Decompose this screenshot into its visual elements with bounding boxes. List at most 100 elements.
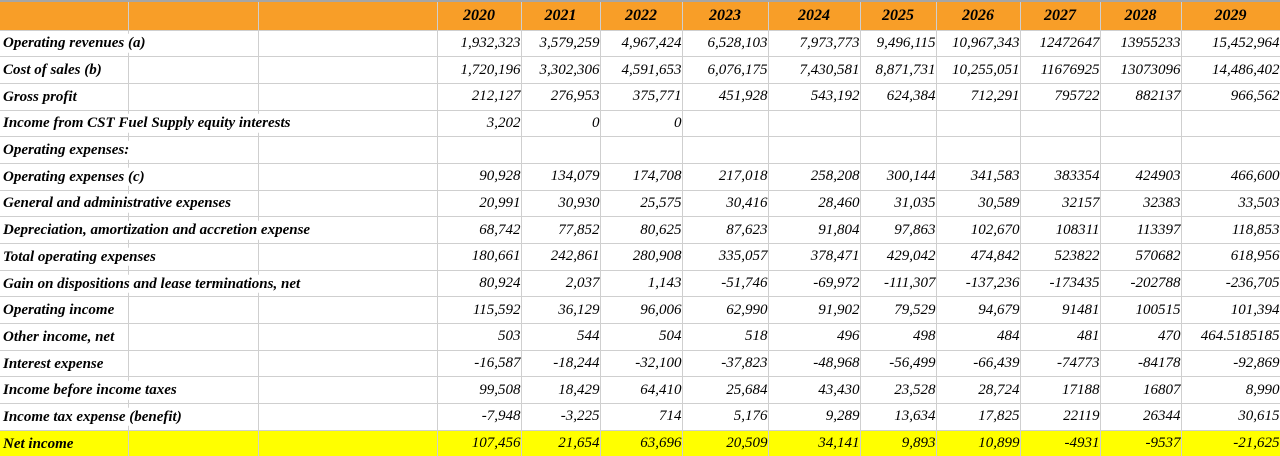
value-cell[interactable]: 63,696 [600, 430, 683, 456]
value-cell[interactable]: 4,591,653 [600, 56, 683, 84]
grid-cell[interactable] [258, 403, 438, 431]
value-cell[interactable]: -18,244 [521, 350, 601, 378]
year-header-cell[interactable]: 2024 [768, 0, 861, 31]
value-cell[interactable]: -173435 [1020, 270, 1101, 298]
value-cell[interactable]: 714 [600, 403, 683, 431]
value-cell[interactable]: 496 [768, 323, 861, 351]
grid-cell[interactable] [258, 136, 438, 164]
value-cell[interactable]: 523822 [1020, 243, 1101, 271]
value-cell[interactable]: 91,902 [768, 296, 861, 325]
value-cell[interactable]: -74773 [1020, 350, 1101, 378]
value-cell[interactable]: 5,176 [682, 403, 769, 431]
value-cell[interactable]: 96,006 [600, 296, 683, 325]
value-cell[interactable]: 64,410 [600, 376, 683, 405]
value-cell[interactable]: 25,684 [682, 376, 769, 405]
row-label-cell[interactable]: Interest expense [0, 350, 129, 378]
grid-cell[interactable] [128, 136, 259, 164]
value-cell[interactable]: 100515 [1100, 296, 1182, 325]
value-cell[interactable]: 30,589 [936, 190, 1021, 218]
row-label-cell[interactable]: Operating income [0, 296, 129, 325]
value-cell[interactable]: 10,255,051 [936, 56, 1021, 84]
value-cell[interactable]: 1,720,196 [437, 56, 522, 84]
value-cell[interactable]: 624,384 [860, 83, 937, 111]
value-cell[interactable]: 3,202 [437, 110, 522, 138]
value-cell[interactable]: 543,192 [768, 83, 861, 111]
value-cell[interactable]: -37,823 [682, 350, 769, 378]
value-cell[interactable]: 17188 [1020, 376, 1101, 405]
value-cell[interactable]: 618,956 [1181, 243, 1280, 271]
grid-cell[interactable] [128, 83, 259, 111]
value-cell[interactable]: 6,528,103 [682, 30, 769, 58]
grid-cell[interactable] [258, 83, 438, 111]
value-cell[interactable]: 3,579,259 [521, 30, 601, 58]
value-cell[interactable]: -92,869 [1181, 350, 1280, 378]
year-header-cell[interactable]: 2027 [1020, 0, 1101, 31]
row-label-cell[interactable]: Total operating expenses [0, 243, 161, 271]
row-label-cell[interactable]: Cost of sales (b) [0, 56, 129, 84]
value-cell[interactable]: -21,625 [1181, 430, 1280, 456]
value-cell[interactable]: 474,842 [936, 243, 1021, 271]
value-cell[interactable]: 18,429 [521, 376, 601, 405]
value-cell[interactable]: 12472647 [1020, 30, 1101, 58]
grid-cell[interactable] [258, 56, 438, 84]
value-cell[interactable] [1100, 136, 1182, 164]
grid-cell[interactable] [128, 56, 259, 84]
grid-cell[interactable] [258, 243, 438, 271]
value-cell[interactable] [936, 136, 1021, 164]
value-cell[interactable]: 134,079 [521, 163, 601, 191]
value-cell[interactable]: 9,289 [768, 403, 861, 431]
value-cell[interactable]: 79,529 [860, 296, 937, 325]
value-cell[interactable]: 470 [1100, 323, 1182, 351]
value-cell[interactable]: 484 [936, 323, 1021, 351]
value-cell[interactable]: 62,990 [682, 296, 769, 325]
value-cell[interactable]: 466,600 [1181, 163, 1280, 191]
value-cell[interactable]: 99,508 [437, 376, 522, 405]
value-cell[interactable] [936, 110, 1021, 138]
value-cell[interactable] [521, 136, 601, 164]
value-cell[interactable]: 9,893 [860, 430, 937, 456]
value-cell[interactable]: 101,394 [1181, 296, 1280, 325]
year-header-cell[interactable]: 2020 [437, 0, 522, 31]
value-cell[interactable]: 113397 [1100, 216, 1182, 244]
value-cell[interactable]: -3,225 [521, 403, 601, 431]
value-cell[interactable]: 383354 [1020, 163, 1101, 191]
value-cell[interactable]: 429,042 [860, 243, 937, 271]
value-cell[interactable]: 10,967,343 [936, 30, 1021, 58]
value-cell[interactable]: 14,486,402 [1181, 56, 1280, 84]
value-cell[interactable]: 8,990 [1181, 376, 1280, 405]
value-cell[interactable]: 6,076,175 [682, 56, 769, 84]
value-cell[interactable]: 17,825 [936, 403, 1021, 431]
value-cell[interactable]: 504 [600, 323, 683, 351]
value-cell[interactable]: 13,634 [860, 403, 937, 431]
value-cell[interactable]: 90,928 [437, 163, 522, 191]
value-cell[interactable]: -66,439 [936, 350, 1021, 378]
value-cell[interactable]: 43,430 [768, 376, 861, 405]
year-header-cell[interactable]: 2023 [682, 0, 769, 31]
value-cell[interactable]: 966,562 [1181, 83, 1280, 111]
grid-cell[interactable] [128, 163, 259, 191]
value-cell[interactable]: 28,724 [936, 376, 1021, 405]
value-cell[interactable]: 2,037 [521, 270, 601, 298]
value-cell[interactable]: 503 [437, 323, 522, 351]
value-cell[interactable]: 4,967,424 [600, 30, 683, 58]
header-spacer-cell[interactable] [0, 0, 129, 31]
value-cell[interactable]: 424903 [1100, 163, 1182, 191]
value-cell[interactable] [860, 110, 937, 138]
row-label-cell[interactable]: Income before income taxes [0, 376, 182, 405]
row-label-cell[interactable]: Other income, net [0, 323, 129, 351]
value-cell[interactable]: 258,208 [768, 163, 861, 191]
row-label-cell[interactable]: Income tax expense (benefit) [0, 403, 187, 431]
value-cell[interactable] [600, 136, 683, 164]
value-cell[interactable]: 280,908 [600, 243, 683, 271]
value-cell[interactable] [1181, 110, 1280, 138]
value-cell[interactable]: 180,661 [437, 243, 522, 271]
value-cell[interactable]: 25,575 [600, 190, 683, 218]
value-cell[interactable]: 20,991 [437, 190, 522, 218]
value-cell[interactable]: 518 [682, 323, 769, 351]
header-spacer-cell[interactable] [258, 0, 438, 31]
value-cell[interactable]: 20,509 [682, 430, 769, 456]
grid-cell[interactable] [258, 430, 438, 456]
grid-cell[interactable] [258, 323, 438, 351]
row-label-cell[interactable]: Net income [0, 430, 129, 456]
value-cell[interactable]: -7,948 [437, 403, 522, 431]
